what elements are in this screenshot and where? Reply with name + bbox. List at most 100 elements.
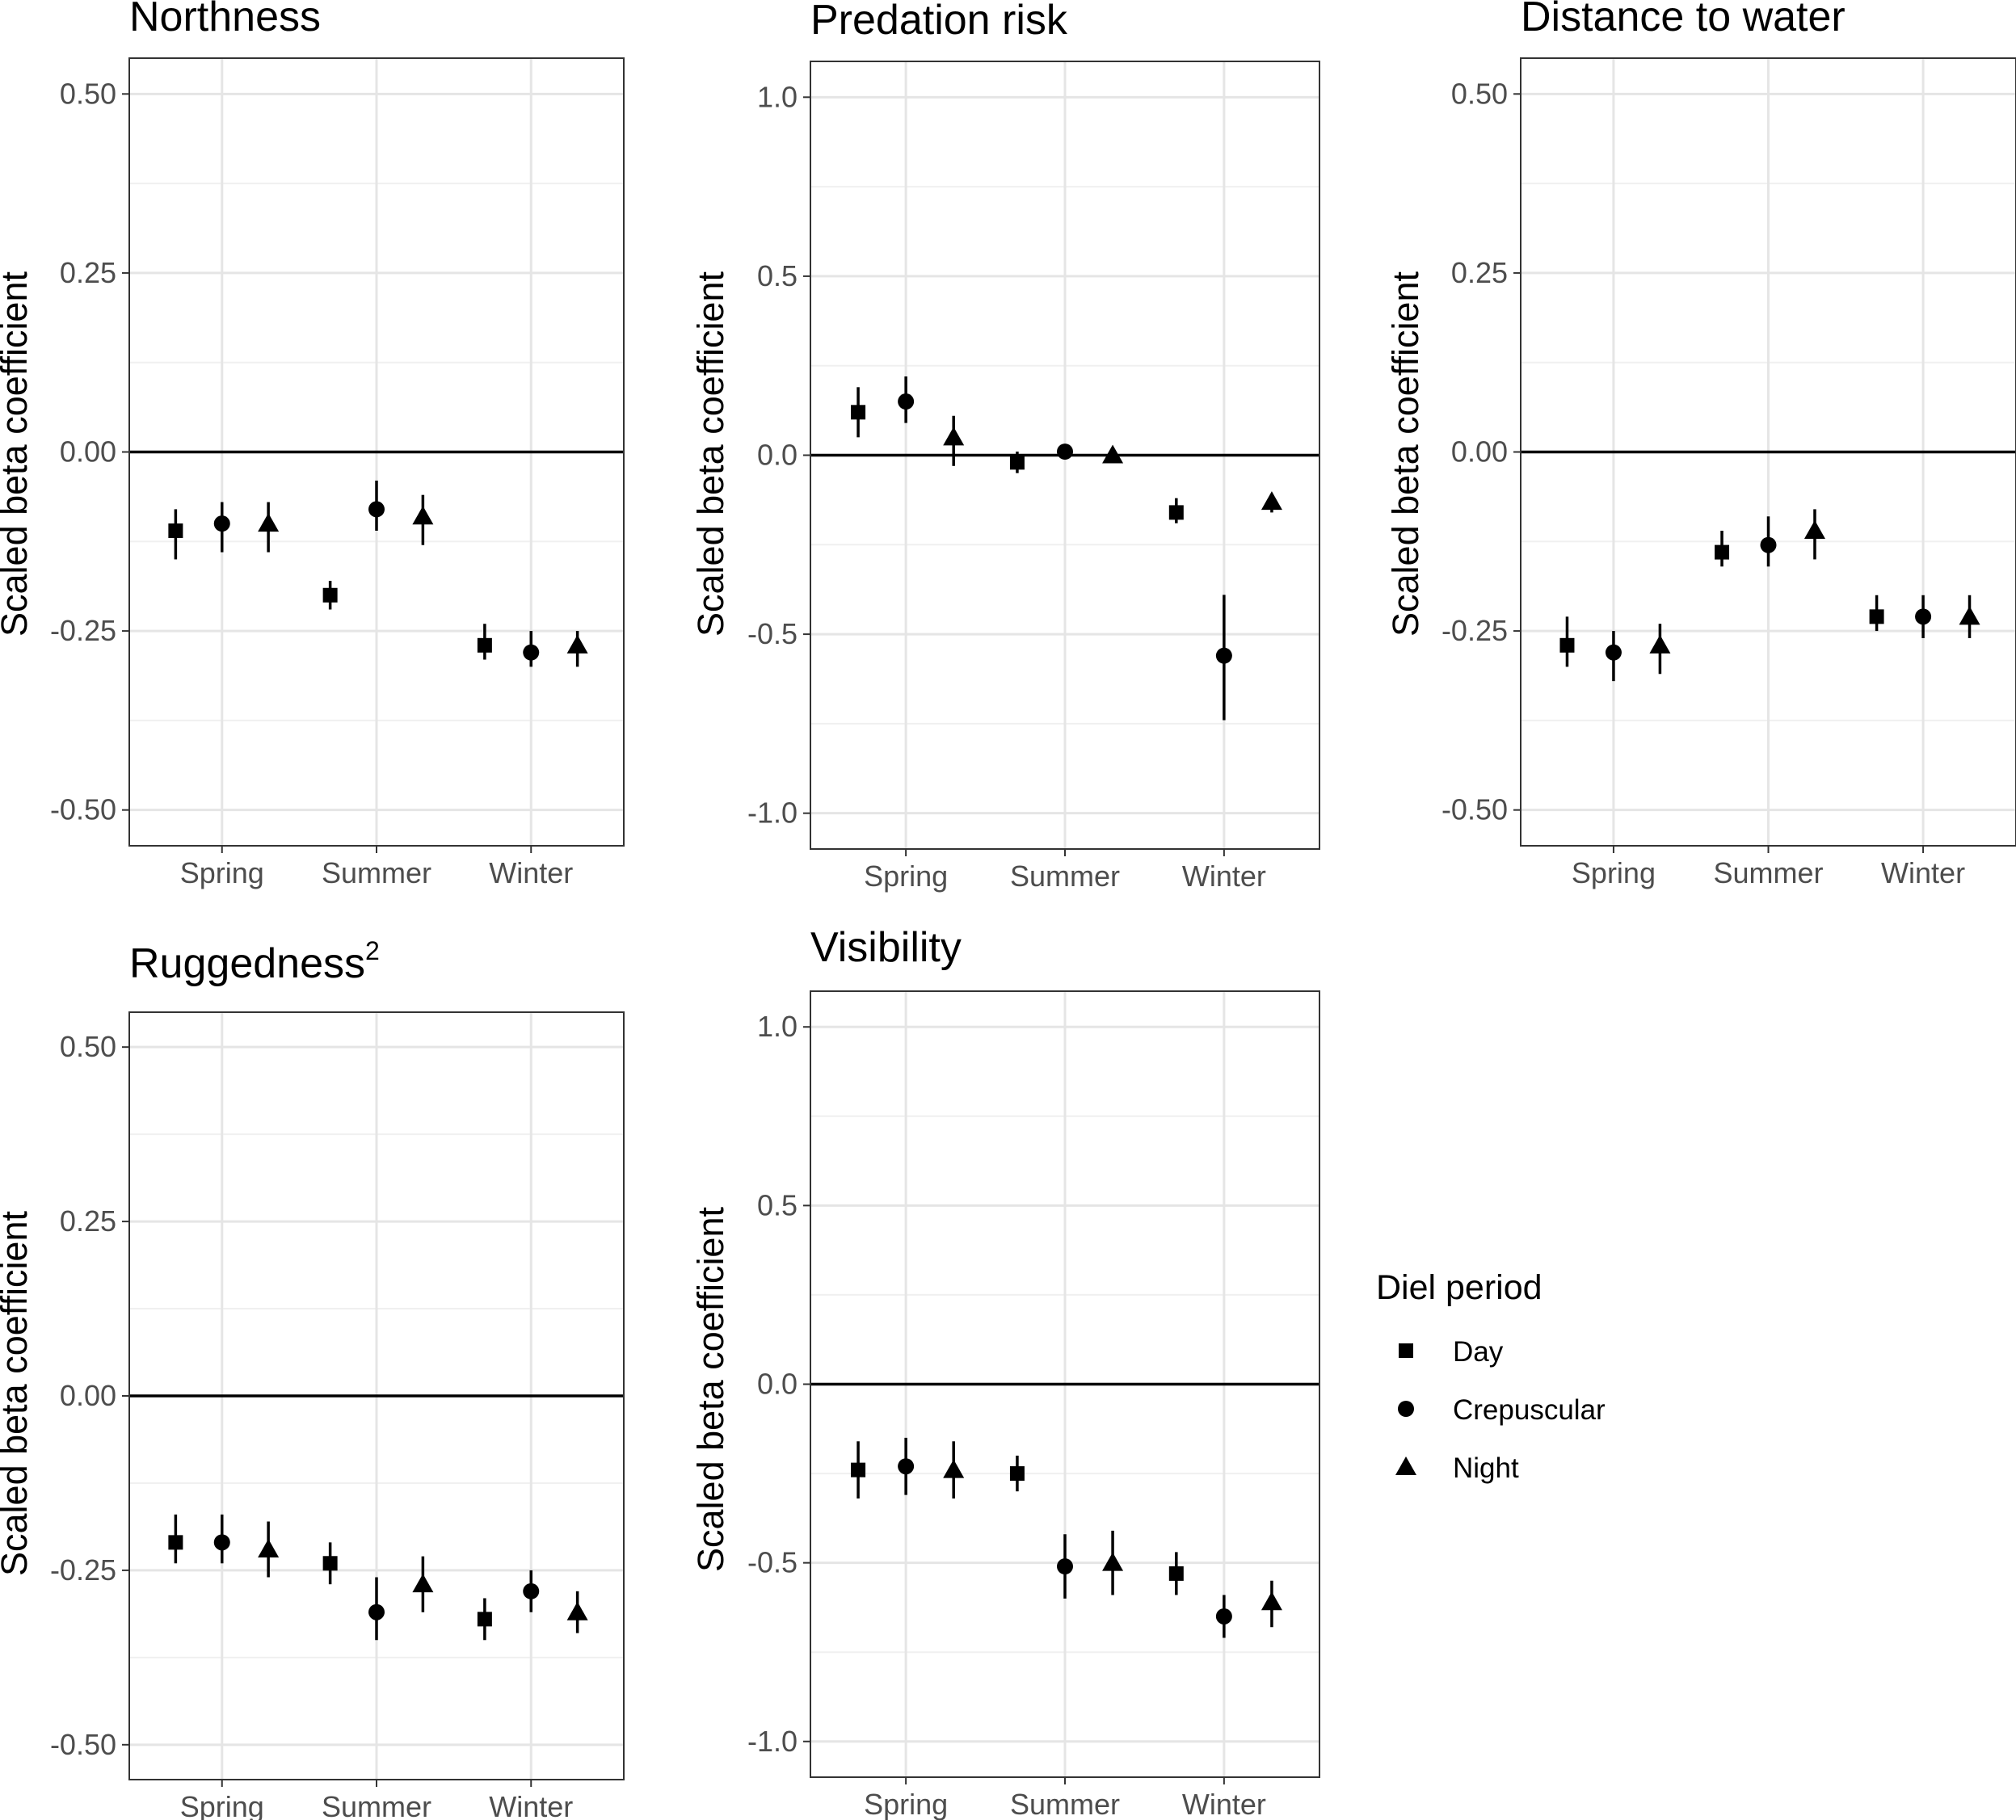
y-tick-label: -0.50 (50, 793, 116, 826)
panel-title: Northness (129, 0, 321, 40)
y-tick-label: -0.50 (50, 1728, 116, 1761)
point-crepuscular-summer (368, 1604, 385, 1620)
y-tick-label: 0.5 (757, 259, 798, 292)
y-tick-label: 0.25 (60, 1204, 116, 1238)
x-tick-label: Spring (180, 856, 264, 889)
panel-title: Distance to water (1521, 0, 1846, 40)
panel-title: Visibility (810, 924, 962, 971)
point-day-winter (477, 637, 492, 653)
legend-key-day (1399, 1343, 1413, 1358)
y-tick-label: -0.25 (50, 614, 116, 647)
y-tick-label: 0.5 (757, 1188, 798, 1221)
legend: Diel period Day Crepuscular Night (1376, 1268, 1606, 1484)
y-axis-label: Scaled beta coefficient (0, 1211, 35, 1576)
point-day-spring (1559, 637, 1575, 653)
panel-visibility: Visibility Scaled beta coefficient -1.0 -… (690, 924, 1320, 1820)
x-tick-label: Winter (489, 1790, 573, 1820)
y-tick-label: 0.00 (60, 435, 116, 469)
title-superscript: 2 (365, 936, 380, 965)
point-day-spring (168, 523, 183, 538)
legend-label-day: Day (1453, 1336, 1504, 1368)
point-night-summer (1803, 520, 1825, 539)
point-day-summer (322, 587, 338, 603)
point-night-spring (943, 1459, 965, 1478)
y-axis-label: Scaled beta coefficient (690, 271, 731, 637)
point-day-summer (1009, 455, 1025, 470)
point-day-spring (168, 1535, 183, 1550)
y-tick-label: 1.0 (757, 1010, 798, 1043)
x-tick-label: Spring (864, 860, 948, 893)
point-day-winter (1869, 609, 1884, 624)
panel-distance-to-water: Distance to water Scaled beta coefficien… (1385, 0, 2016, 889)
y-tick-label: -0.25 (50, 1553, 116, 1587)
x-tick-label: Summer (322, 1790, 431, 1820)
x-tick-label: Summer (1010, 1788, 1120, 1820)
y-tick-label: 1.0 (757, 80, 798, 113)
x-tick-label: Summer (1713, 856, 1823, 889)
point-night-summer (1102, 444, 1124, 464)
y-tick-label: 0.50 (60, 1030, 116, 1063)
point-crepuscular-summer (1057, 443, 1073, 460)
y-tick-label: -0.25 (1442, 614, 1508, 647)
x-tick-label: Winter (1881, 856, 1965, 889)
y-tick-label: -0.5 (747, 617, 798, 650)
x-tick-label: Winter (1182, 860, 1266, 893)
y-tick-label: -1.0 (747, 797, 798, 830)
legend-key-night (1395, 1456, 1416, 1475)
point-night-winter (1261, 1591, 1282, 1611)
point-day-spring (851, 1462, 866, 1477)
point-night-summer (1102, 1552, 1124, 1571)
y-tick-label: -1.0 (747, 1725, 798, 1758)
x-tick-label: Winter (1182, 1788, 1266, 1820)
y-tick-label: 0.00 (60, 1379, 116, 1412)
x-tick-label: Summer (322, 856, 431, 889)
panel-title: Predation risk (810, 0, 1068, 44)
point-crepuscular-winter (1215, 647, 1232, 664)
point-crepuscular-winter (523, 1583, 540, 1599)
point-night-spring (258, 1539, 280, 1557)
panel-predation-risk: Predation risk Scaled beta coefficient -… (690, 0, 1320, 893)
y-tick-label: 0.0 (757, 439, 798, 472)
y-tick-label: 0.25 (1451, 256, 1508, 289)
x-tick-label: Winter (489, 856, 573, 889)
point-night-summer (412, 506, 434, 525)
point-crepuscular-winter (1215, 1608, 1232, 1625)
x-tick-label: Summer (1010, 860, 1120, 893)
point-night-spring (1649, 634, 1671, 654)
legend-label-crepuscular: Crepuscular (1453, 1394, 1606, 1426)
point-crepuscular-spring (898, 1458, 915, 1475)
point-night-spring (943, 427, 965, 446)
point-crepuscular-winter (1915, 608, 1932, 625)
x-tick-label: Spring (1572, 856, 1656, 889)
point-day-summer (1009, 1466, 1025, 1482)
point-crepuscular-spring (213, 1534, 230, 1551)
y-axis-label: Scaled beta coefficient (1385, 271, 1426, 637)
panel-northness: Northness Scaled beta coefficient -0.50 -… (0, 0, 625, 889)
legend-label-night: Night (1453, 1452, 1519, 1484)
point-crepuscular-summer (1057, 1558, 1073, 1575)
y-tick-label: 0.50 (60, 77, 116, 110)
panel-title: Ruggedness2 (129, 936, 380, 987)
point-crepuscular-spring (898, 393, 915, 410)
point-night-spring (258, 513, 280, 532)
point-night-summer (412, 1574, 434, 1593)
point-day-winter (1168, 1566, 1184, 1581)
point-night-winter (566, 1601, 588, 1620)
x-tick-label: Spring (864, 1788, 948, 1820)
point-day-summer (322, 1556, 338, 1571)
point-crepuscular-spring (1605, 644, 1622, 661)
y-tick-label: -0.5 (747, 1546, 798, 1579)
y-axis-label: Scaled beta coefficient (0, 271, 35, 637)
point-crepuscular-winter (523, 644, 540, 661)
point-crepuscular-summer (368, 501, 385, 518)
point-day-winter (477, 1612, 492, 1627)
point-night-winter (566, 634, 588, 654)
point-day-summer (1715, 544, 1730, 560)
y-tick-label: 0.00 (1451, 435, 1508, 469)
y-axis-label: Scaled beta coefficient (690, 1207, 731, 1572)
point-night-winter (1959, 606, 1980, 625)
point-day-winter (1168, 505, 1184, 520)
point-crepuscular-spring (213, 515, 230, 532)
